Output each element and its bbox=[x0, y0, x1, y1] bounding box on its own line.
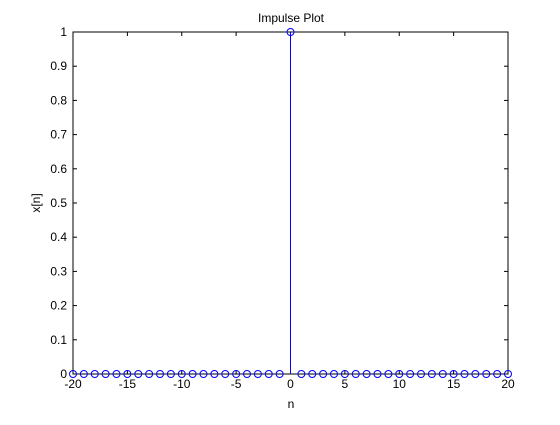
y-tick-label: 0.7 bbox=[50, 128, 67, 142]
y-axis-label: x[n] bbox=[29, 193, 43, 212]
y-tick-label: 0.5 bbox=[50, 196, 67, 210]
x-tick-label: 5 bbox=[342, 377, 349, 391]
y-tick-label: 0.2 bbox=[50, 299, 67, 313]
y-tick-label: 0 bbox=[60, 367, 67, 381]
x-tick-labels: -20 -15 -10 -5 0 5 10 15 20 bbox=[64, 377, 515, 391]
y-tick-label: 1 bbox=[60, 25, 67, 39]
y-tick-label: 0.3 bbox=[50, 264, 67, 278]
x-tick-label: 20 bbox=[501, 377, 515, 391]
y-tick-labels: 0 0.1 0.2 0.3 0.4 0.5 0.6 0.7 0.8 0.9 1 bbox=[50, 25, 67, 381]
x-tick-label: -5 bbox=[231, 377, 242, 391]
x-tick-label: -15 bbox=[119, 377, 137, 391]
y-tick-label: 0.9 bbox=[50, 59, 67, 73]
x-tick-label: -10 bbox=[173, 377, 191, 391]
y-tick-label: 0.8 bbox=[50, 93, 67, 107]
chart-title: Impulse Plot bbox=[258, 11, 325, 25]
y-tick-label: 0.6 bbox=[50, 162, 67, 176]
x-axis-label: n bbox=[288, 397, 295, 411]
x-tick-label: 10 bbox=[393, 377, 407, 391]
y-tick-label: 0.1 bbox=[50, 333, 67, 347]
y-tick-label: 0.4 bbox=[50, 230, 67, 244]
x-tick-label: 0 bbox=[287, 377, 294, 391]
x-tick-label: 15 bbox=[447, 377, 461, 391]
